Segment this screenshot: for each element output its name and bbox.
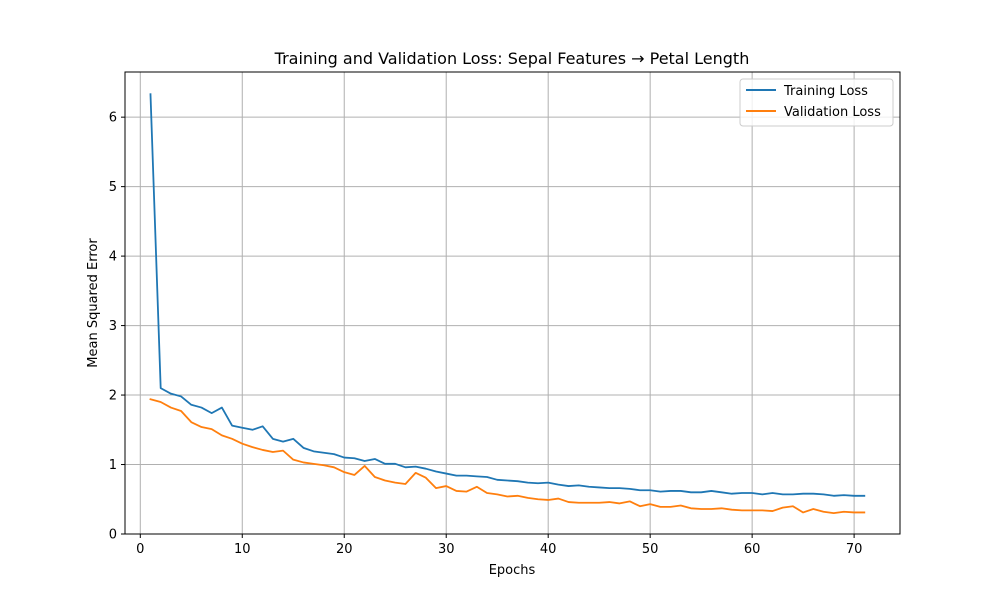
plot-frame [124, 71, 901, 535]
series-layer [149, 93, 866, 515]
x-tick-label: 60 [744, 542, 761, 557]
y-tick-label: 3 [109, 319, 117, 334]
legend-box [739, 78, 894, 127]
x-axis-label: Epochs [489, 563, 536, 578]
y-tick-label: 5 [109, 180, 117, 195]
legend: Training Loss Validation Loss [739, 78, 894, 127]
x-tick-label: 0 [136, 542, 144, 557]
x-tick-label: 40 [540, 542, 557, 557]
legend-label-training: Training Loss [783, 84, 868, 99]
legend-label-validation: Validation Loss [784, 105, 881, 120]
x-tick-label: 20 [336, 542, 353, 557]
grid-layer [125, 72, 900, 535]
x-tick-label: 30 [438, 542, 455, 557]
chart-title: Training and Validation Loss: Sepal Feat… [274, 49, 750, 68]
y-tick-label: 2 [109, 389, 117, 404]
series-line-training-loss [149, 93, 866, 497]
y-tick-label: 0 [109, 528, 117, 543]
y-axis-label: Mean Squared Error [86, 238, 101, 368]
y-tick-label: 1 [109, 458, 117, 473]
series-line-validation-loss [149, 398, 866, 515]
x-tick-label: 50 [642, 542, 659, 557]
x-tick-label: 70 [846, 542, 863, 557]
x-tick-label: 10 [234, 542, 251, 557]
y-tick-label: 4 [109, 250, 117, 265]
ticks-layer: 0 10 20 30 40 50 60 70 0 1 2 3 4 5 6 [109, 111, 863, 557]
y-tick-label: 6 [109, 111, 117, 126]
